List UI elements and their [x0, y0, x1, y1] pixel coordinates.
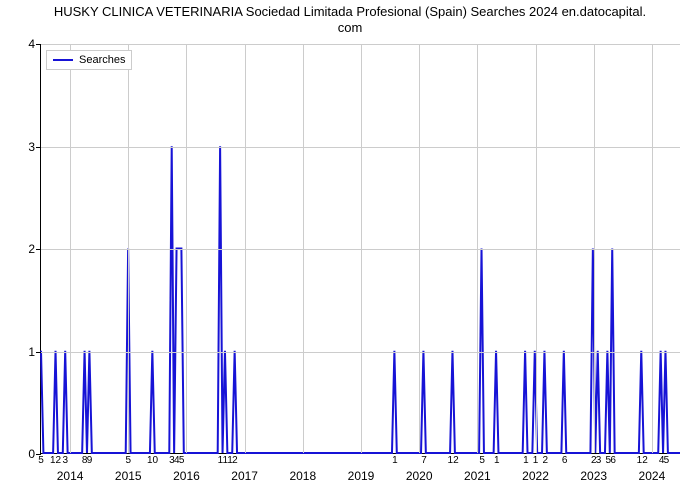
- xtick-minor: 6: [562, 455, 568, 466]
- legend-label: Searches: [79, 54, 125, 66]
- xtick-year: 2019: [348, 469, 375, 483]
- xtick-minor: 3: [596, 455, 602, 466]
- xtick-year: 2020: [406, 469, 433, 483]
- xtick-minor: 2: [542, 455, 548, 466]
- xtick-minor: 5: [125, 455, 131, 466]
- xtick-year: 2021: [464, 469, 491, 483]
- xtick-year: 2024: [639, 469, 666, 483]
- chart-title-line2: com: [338, 20, 363, 35]
- xtick-minor: 1: [494, 455, 500, 466]
- xtick-year: 2022: [522, 469, 549, 483]
- ytick-label: 0: [28, 447, 35, 461]
- xtick-minor: 1: [392, 455, 398, 466]
- grid-v: [594, 44, 595, 453]
- chart-title: HUSKY CLINICA VETERINARIA Sociedad Limit…: [0, 4, 700, 37]
- xtick-minor: 5: [664, 455, 670, 466]
- legend-line: [53, 59, 73, 61]
- xtick-year: 2015: [115, 469, 142, 483]
- xtick-minor: 5: [179, 455, 185, 466]
- xtick-minor: 2: [232, 455, 238, 466]
- ytick-label: 3: [28, 140, 35, 154]
- ytick-stub: [36, 44, 41, 45]
- grid-v: [70, 44, 71, 453]
- ytick-stub: [36, 249, 41, 250]
- chart-title-line1: HUSKY CLINICA VETERINARIA Sociedad Limit…: [54, 4, 646, 19]
- xtick-year: 2017: [231, 469, 258, 483]
- grid-v: [419, 44, 420, 453]
- xtick-minor: 7: [421, 455, 427, 466]
- xtick-year: 2016: [173, 469, 200, 483]
- xtick-minor: 5: [38, 455, 44, 466]
- grid-v: [536, 44, 537, 453]
- xtick-minor: 12: [637, 455, 648, 466]
- xtick-minor: 3: [62, 455, 68, 466]
- grid-v: [477, 44, 478, 453]
- legend: Searches: [46, 50, 132, 70]
- xtick-minor: 10: [147, 455, 158, 466]
- ytick-stub: [36, 147, 41, 148]
- grid-v: [652, 44, 653, 453]
- grid-v: [361, 44, 362, 453]
- xtick-minor: 1: [533, 455, 539, 466]
- xtick-year: 2018: [289, 469, 316, 483]
- xtick-minor: 12: [50, 455, 61, 466]
- xtick-minor: 12: [448, 455, 459, 466]
- ytick-label: 1: [28, 345, 35, 359]
- xtick-minor: 1: [523, 455, 529, 466]
- xtick-minor: 9: [87, 455, 93, 466]
- grid-v: [128, 44, 129, 453]
- xtick-year: 2014: [57, 469, 84, 483]
- xtick-minor: 5: [479, 455, 485, 466]
- ytick-label: 4: [28, 37, 35, 51]
- grid-v: [303, 44, 304, 453]
- plot-area: 0123420142015201620172018201920202021202…: [40, 44, 680, 454]
- ytick-stub: [36, 352, 41, 353]
- xtick-minor: 6: [610, 455, 616, 466]
- grid-v: [186, 44, 187, 453]
- ytick-label: 2: [28, 242, 35, 256]
- xtick-year: 2023: [580, 469, 607, 483]
- grid-v: [245, 44, 246, 453]
